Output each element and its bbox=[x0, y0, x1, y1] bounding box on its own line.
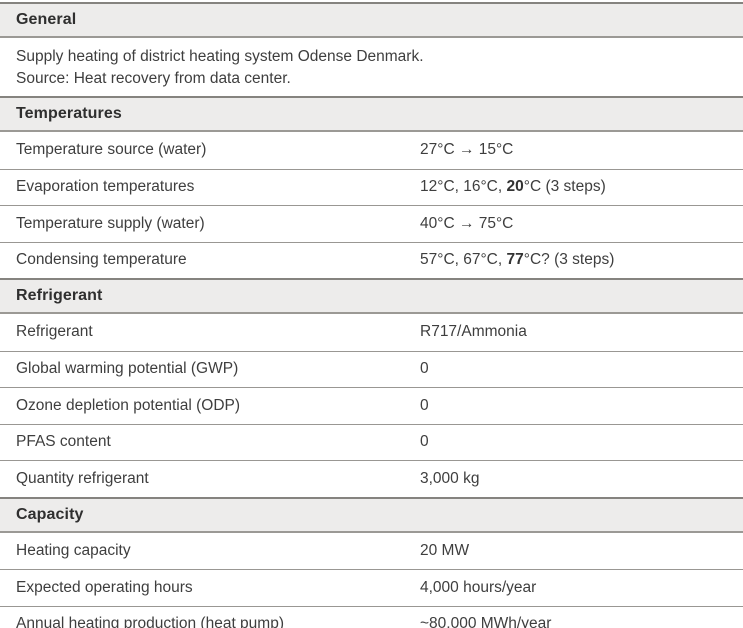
row-label: Heating capacity bbox=[16, 541, 131, 559]
value-prefix: 12°C, 16°C, bbox=[420, 178, 507, 196]
table-row-condensing-temperature: Condensing temperature 57°C, 67°C, 77°C?… bbox=[0, 241, 743, 279]
row-value: 0 bbox=[420, 433, 429, 451]
table-row-quantity-refrigerant: Quantity refrigerant 3,000 kg bbox=[0, 460, 743, 497]
value-bold: 77 bbox=[506, 251, 524, 269]
row-label: Ozone depletion potential (ODP) bbox=[16, 396, 241, 414]
section-title: Temperatures bbox=[16, 105, 122, 122]
table-row-pfas-content: PFAS content 0 bbox=[0, 423, 743, 461]
row-value: ~80,000 MWh/year bbox=[420, 615, 552, 628]
table-row-refrigerant: Refrigerant R717/Ammonia bbox=[0, 314, 743, 351]
row-label: Quantity refrigerant bbox=[16, 469, 149, 487]
row-value: 0 bbox=[420, 396, 429, 414]
row-label: PFAS content bbox=[16, 433, 111, 451]
row-label: Global warming potential (GWP) bbox=[16, 360, 239, 378]
row-value: 20 MW bbox=[420, 541, 470, 559]
row-label: Refrigerant bbox=[16, 323, 93, 341]
row-label: Evaporation temperatures bbox=[16, 178, 195, 196]
description-line-1: Supply heating of district heating syste… bbox=[16, 48, 424, 65]
table-row-annual-heating-production: Annual heating production (heat pump) ~8… bbox=[0, 605, 743, 628]
description-line-2: Source: Heat recovery from data center. bbox=[16, 70, 291, 87]
section-title: Refrigerant bbox=[16, 287, 103, 304]
table-row-heating-capacity: Heating capacity 20 MW bbox=[0, 533, 743, 570]
section-title: General bbox=[16, 11, 77, 28]
row-value: 0 bbox=[420, 360, 429, 378]
row-label: Annual heating production (heat pump) bbox=[16, 615, 284, 628]
value-suffix: °C? (3 steps) bbox=[523, 251, 615, 269]
section-header-refrigerant: Refrigerant bbox=[0, 278, 743, 314]
section-title: Capacity bbox=[16, 505, 84, 523]
row-value: 27°C → 15°C bbox=[420, 141, 514, 159]
table-row-temperature-supply: Temperature supply (water) 40°C → 75°C bbox=[0, 205, 743, 242]
row-value: 4,000 hours/year bbox=[420, 578, 537, 596]
row-label: Expected operating hours bbox=[16, 578, 193, 596]
row-value: 3,000 kg bbox=[420, 469, 480, 487]
section-header-capacity: Capacity bbox=[0, 496, 743, 533]
row-value: R717/Ammonia bbox=[420, 323, 527, 341]
value-bold: 20 bbox=[506, 178, 524, 196]
table-row-odp: Ozone depletion potential (ODP) 0 bbox=[0, 387, 743, 424]
value-suffix: °C (3 steps) bbox=[523, 178, 606, 196]
table-row-evaporation-temperatures: Evaporation temperatures 12°C, 16°C, 20°… bbox=[0, 168, 743, 206]
row-value: 57°C, 67°C, 77°C? (3 steps) bbox=[420, 251, 727, 269]
row-label: Condensing temperature bbox=[16, 251, 187, 269]
value-prefix: 57°C, 67°C, bbox=[420, 251, 507, 269]
table-row-gwp: Global warming potential (GWP) 0 bbox=[0, 350, 743, 388]
section-header-general: General bbox=[0, 2, 743, 38]
row-label: Temperature supply (water) bbox=[16, 214, 205, 232]
row-value: 12°C, 16°C, 20°C (3 steps) bbox=[420, 178, 727, 196]
row-label: Temperature source (water) bbox=[16, 141, 207, 159]
row-value: 40°C → 75°C bbox=[420, 214, 514, 232]
table-row-temperature-source: Temperature source (water) 27°C → 15°C bbox=[0, 132, 743, 169]
general-description: Supply heating of district heating syste… bbox=[0, 38, 743, 96]
section-header-temperatures: Temperatures bbox=[0, 96, 743, 132]
table-row-operating-hours: Expected operating hours 4,000 hours/yea… bbox=[0, 569, 743, 606]
